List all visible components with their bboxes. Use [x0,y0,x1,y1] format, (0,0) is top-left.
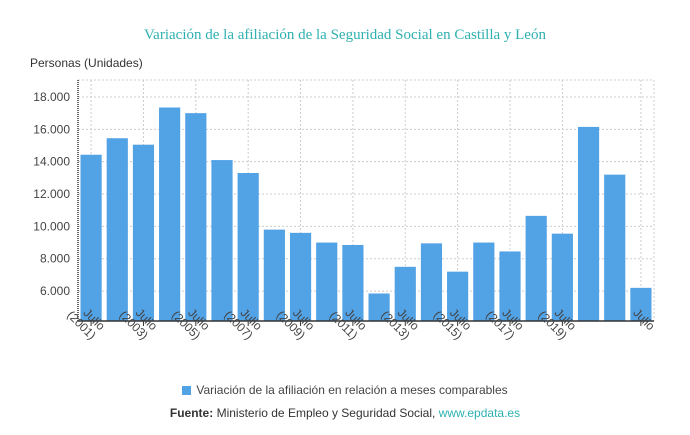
bar [473,242,495,321]
bar [394,266,416,321]
y-tick-label: 10.000 [33,219,70,233]
bar [604,174,626,321]
source-line: Fuente: Ministerio de Empleo y Seguridad… [0,406,690,420]
y-tick-label: 14.000 [33,155,70,169]
bar [316,242,338,321]
bar [499,251,521,321]
bar-chart: 6.000 8.000 10.000 12.000 14.000 16.000 18.000… [33,79,658,342]
bar [80,154,102,321]
y-tick-label: 16.000 [33,122,70,136]
bar [106,138,128,321]
y-tick-label: 18.000 [33,90,70,104]
y-tick-label: 6.000 [40,284,70,298]
y-tick-label: 12.000 [33,187,70,201]
bar [525,215,547,321]
bar [263,229,285,321]
bar [211,160,233,321]
bar [289,232,312,321]
y-tick-label: 8.000 [40,252,70,266]
bar [420,243,443,321]
legend-swatch [182,386,192,395]
bar [237,173,259,321]
source-label: Fuente: [169,406,214,420]
bar [132,144,155,321]
bar [368,293,390,321]
source-text: Ministerio de Empleo y Seguridad Social, [216,406,436,420]
chart-title: Variación de la afiliación de la Segurid… [144,27,546,43]
legend-label: Variación de la afiliación en relación a… [196,383,508,397]
source-link[interactable]: www.epdata.es [438,406,521,420]
y-axis-label: Personas (Unidades) [30,56,143,70]
bar [342,244,364,321]
bar [551,233,573,321]
bar [447,271,469,321]
bar [630,287,652,321]
bar [185,113,207,321]
bar [159,107,181,321]
legend[interactable]: Variación de la afiliación en relación a… [0,383,690,397]
bar [577,126,600,322]
